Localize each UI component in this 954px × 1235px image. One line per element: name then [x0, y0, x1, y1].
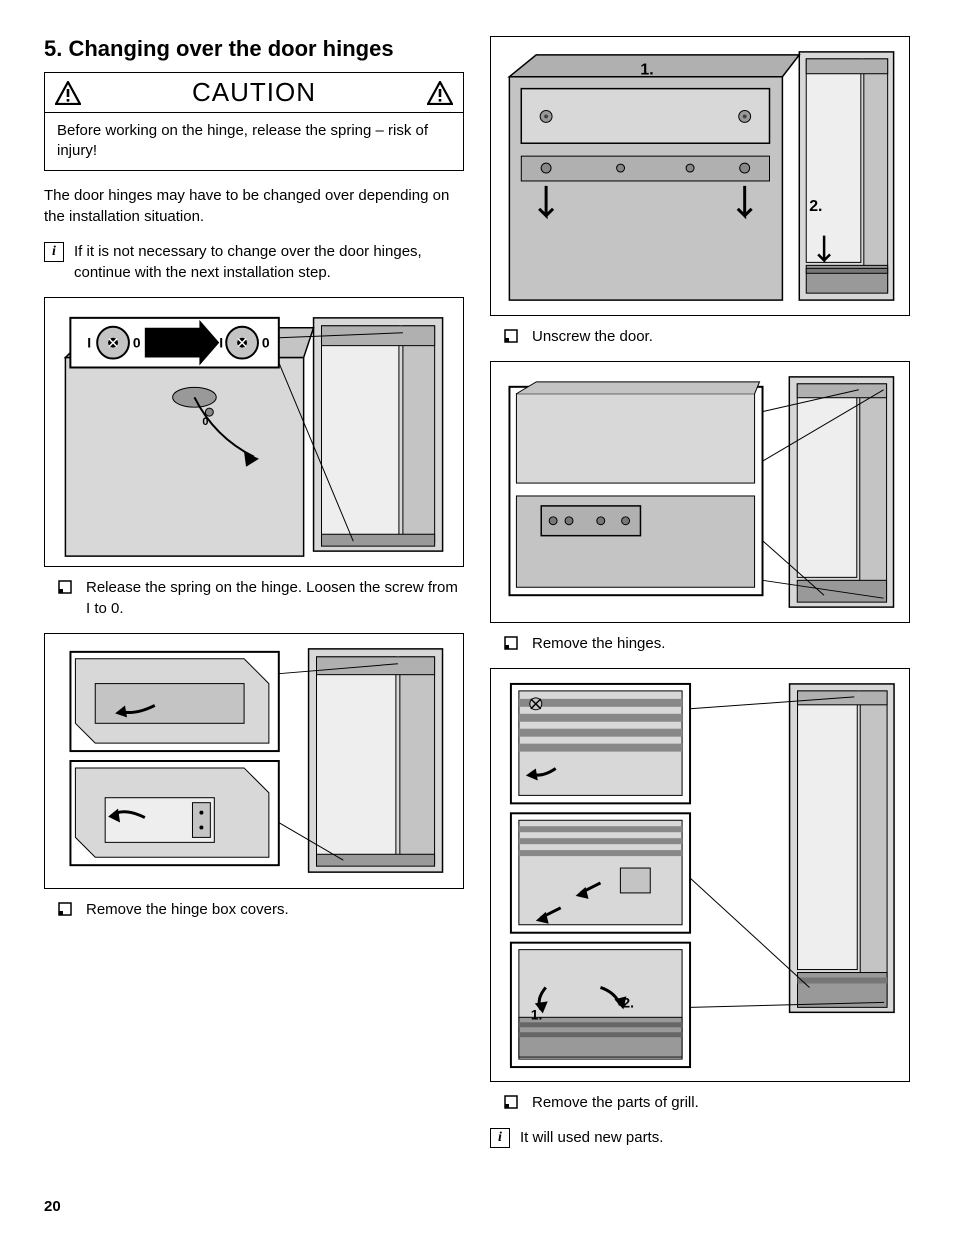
- info-note-2: i It will used new parts.: [490, 1127, 910, 1148]
- diagram-spring-release: 0 I 0 I 0: [44, 297, 464, 567]
- svg-text:1.: 1.: [531, 1006, 543, 1022]
- caution-box: CAUTION Before working on the hinge, rel…: [44, 72, 464, 171]
- info-icon: i: [44, 242, 64, 262]
- diagram-remove-hinges: [490, 361, 910, 623]
- step-2: Remove the hinge box covers.: [58, 899, 464, 920]
- caution-title: CAUTION: [192, 77, 316, 108]
- intro-text: The door hinges may have to be changed o…: [44, 185, 464, 227]
- info-icon: i: [490, 1128, 510, 1148]
- info-text: It will used new parts.: [520, 1127, 663, 1148]
- step-text: Release the spring on the hinge. Loosen …: [86, 577, 464, 619]
- step-text: Remove the hinges.: [532, 633, 665, 654]
- checkbox-icon: [504, 329, 518, 343]
- checkbox-icon: [58, 902, 72, 916]
- diagram-unscrew-door: 1. 2.: [490, 36, 910, 316]
- step-text: Remove the hinge box covers.: [86, 899, 289, 920]
- checkbox-icon: [58, 580, 72, 594]
- page-number: 20: [44, 1198, 61, 1215]
- step-text: Remove the parts of grill.: [532, 1092, 699, 1113]
- step-3: Unscrew the door.: [504, 326, 910, 347]
- info-text: If it is not necessary to change over th…: [74, 241, 464, 283]
- diagram-hinge-covers: [44, 633, 464, 889]
- section-heading: 5. Changing over the door hinges: [44, 36, 464, 62]
- step-text: Unscrew the door.: [532, 326, 653, 347]
- diagram-remove-grill: 1. 2.: [490, 668, 910, 1082]
- checkbox-icon: [504, 636, 518, 650]
- warning-icon: [427, 81, 453, 105]
- step-1: Release the spring on the hinge. Loosen …: [58, 577, 464, 619]
- svg-text:0: 0: [133, 334, 141, 350]
- svg-text:0: 0: [202, 416, 208, 428]
- svg-text:1.: 1.: [640, 62, 653, 79]
- info-note-1: i If it is not necessary to change over …: [44, 241, 464, 283]
- svg-text:0: 0: [262, 334, 270, 350]
- svg-text:2.: 2.: [622, 994, 634, 1010]
- warning-icon: [55, 81, 81, 105]
- checkbox-icon: [504, 1095, 518, 1109]
- svg-text:I: I: [87, 334, 91, 350]
- step-5: Remove the parts of grill.: [504, 1092, 910, 1113]
- step-4: Remove the hinges.: [504, 633, 910, 654]
- svg-text:I: I: [219, 334, 223, 350]
- caution-body-text: Before working on the hinge, release the…: [45, 113, 463, 170]
- svg-text:2.: 2.: [809, 198, 822, 215]
